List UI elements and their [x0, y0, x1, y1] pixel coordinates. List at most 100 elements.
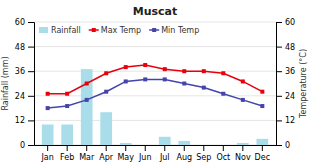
- tick: May: [117, 145, 134, 162]
- tick-label: Jan: [40, 153, 53, 162]
- tick: 12: [276, 116, 295, 125]
- tick-label: 36: [285, 67, 295, 76]
- marker: [46, 106, 50, 110]
- marker: [221, 71, 225, 75]
- legend-item: Min Temp: [149, 26, 199, 35]
- tick-label: 24: [15, 92, 25, 101]
- legend-item: Rainfall: [39, 26, 81, 35]
- bar: [217, 145, 229, 146]
- tick-label: Dec: [255, 153, 270, 162]
- tick-label: Sep: [196, 153, 211, 162]
- tick: Dec: [255, 145, 270, 162]
- tick: 48: [15, 43, 34, 52]
- tick-mark: [28, 22, 34, 23]
- marker: [85, 98, 89, 102]
- marker: [260, 104, 264, 108]
- bar: [42, 125, 54, 146]
- grid-line: [34, 46, 276, 47]
- marker: [163, 67, 167, 71]
- y-axis-title: Rainfall (mm): [1, 56, 10, 110]
- marker: [65, 104, 69, 108]
- bar: [61, 125, 73, 146]
- marker: [221, 92, 225, 96]
- legend-swatch: [39, 27, 48, 33]
- tick-label: 12: [285, 116, 295, 125]
- tick-mark: [276, 71, 282, 72]
- legend-item: Max Temp: [89, 26, 141, 35]
- legend: Rainfall Max Temp Min Temp: [39, 26, 199, 35]
- tick: Apr: [99, 145, 114, 162]
- axis-line: [277, 23, 283, 146]
- tick-mark: [276, 22, 282, 23]
- marker: [65, 92, 69, 96]
- bar-series: [42, 69, 268, 145]
- grid-line: [34, 22, 276, 23]
- marker: [260, 90, 264, 94]
- marker: [46, 92, 50, 96]
- tick-mark: [47, 145, 48, 151]
- tick: 12: [15, 116, 34, 125]
- marker: [143, 63, 147, 67]
- tick-label: Mar: [79, 153, 95, 162]
- tick-label: 12: [15, 116, 25, 125]
- tick-mark: [276, 47, 282, 48]
- legend-label: Rainfall: [51, 26, 81, 35]
- marker: [182, 82, 186, 86]
- y2-axis-title: Temperature (°C): [299, 49, 308, 119]
- marker: [163, 77, 167, 81]
- tick-mark: [125, 145, 126, 151]
- tick-label: Aug: [176, 153, 192, 162]
- tick-mark: [28, 120, 34, 121]
- tick-mark: [242, 145, 243, 151]
- tick: Mar: [79, 145, 95, 162]
- tick-mark: [164, 145, 165, 151]
- tick: 24: [276, 92, 295, 101]
- marker: [202, 69, 206, 73]
- bar: [237, 143, 249, 145]
- tick: 0: [20, 141, 34, 150]
- legend-label: Max Temp: [101, 26, 141, 35]
- marker: [241, 98, 245, 102]
- tick-mark: [67, 145, 68, 151]
- tick-label: Nov: [235, 153, 251, 162]
- tick-mark: [86, 145, 87, 151]
- marker: [182, 69, 186, 73]
- tick-label: Feb: [60, 153, 74, 162]
- grid: [34, 22, 276, 145]
- tick-label: 36: [15, 67, 25, 76]
- bar: [100, 112, 112, 145]
- tick-mark: [223, 145, 224, 151]
- tick: 36: [15, 67, 34, 76]
- bar: [198, 145, 210, 146]
- x-axis: JanFebMarAprMayJunJulAugSepOctNovDec: [35, 145, 277, 162]
- marker: [104, 71, 108, 75]
- chart-svg: JanFebMarAprMayJunJulAugSepOctNovDec0122…: [0, 0, 310, 163]
- legend-marker: [92, 28, 96, 32]
- axis-line: [35, 145, 277, 146]
- tick: Jul: [159, 145, 170, 162]
- chart-container: JanFebMarAprMayJunJulAugSepOctNovDec0122…: [0, 0, 310, 163]
- tick-label: 0: [285, 141, 290, 150]
- tick-label: 48: [285, 43, 295, 52]
- plot-area: JanFebMarAprMayJunJulAugSepOctNovDec0122…: [1, 18, 308, 162]
- tick-mark: [28, 71, 34, 72]
- tick-mark: [276, 145, 282, 146]
- marker: [143, 77, 147, 81]
- tick-mark: [28, 145, 34, 146]
- tick: 60: [276, 18, 295, 27]
- y-axis: 0 12 24 36 48 60: [15, 18, 35, 150]
- tick-label: 48: [15, 43, 25, 52]
- bar: [178, 141, 190, 145]
- tick-label: 60: [15, 18, 25, 27]
- tick: Jan: [40, 145, 53, 162]
- marker: [104, 90, 108, 94]
- bar: [256, 139, 268, 145]
- marker: [124, 65, 128, 69]
- tick: Sep: [196, 145, 211, 162]
- tick-label: 60: [285, 18, 295, 27]
- tick-label: Jul: [159, 153, 170, 162]
- tick-mark: [276, 96, 282, 97]
- tick: Jun: [138, 145, 152, 162]
- legend-label: Min Temp: [161, 26, 199, 35]
- marker: [202, 86, 206, 90]
